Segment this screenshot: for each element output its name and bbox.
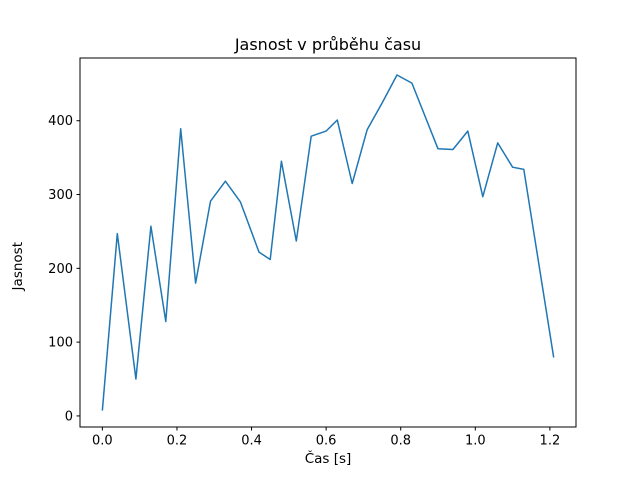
y-tick-label: 200 — [48, 262, 73, 277]
x-tick-label: 0.6 — [316, 434, 337, 449]
y-tick-label: 400 — [48, 114, 73, 129]
y-tick-label: 0 — [65, 409, 73, 424]
y-tick-label: 300 — [48, 188, 73, 203]
axes-spines — [79, 57, 577, 428]
x-tick-label: 1.0 — [465, 434, 486, 449]
x-tick-label: 0.4 — [241, 434, 262, 449]
x-tick-label: 1.2 — [540, 434, 561, 449]
x-tick-label: 0.8 — [390, 434, 411, 449]
x-tick-label: 0.0 — [92, 434, 113, 449]
x-axis-label: Čas [s] — [304, 451, 352, 467]
y-tick-label: 100 — [48, 336, 73, 351]
line-series — [101, 74, 555, 411]
chart-title: Jasnost v průběhu času — [234, 35, 422, 54]
x-tick-label: 0.2 — [167, 434, 188, 449]
